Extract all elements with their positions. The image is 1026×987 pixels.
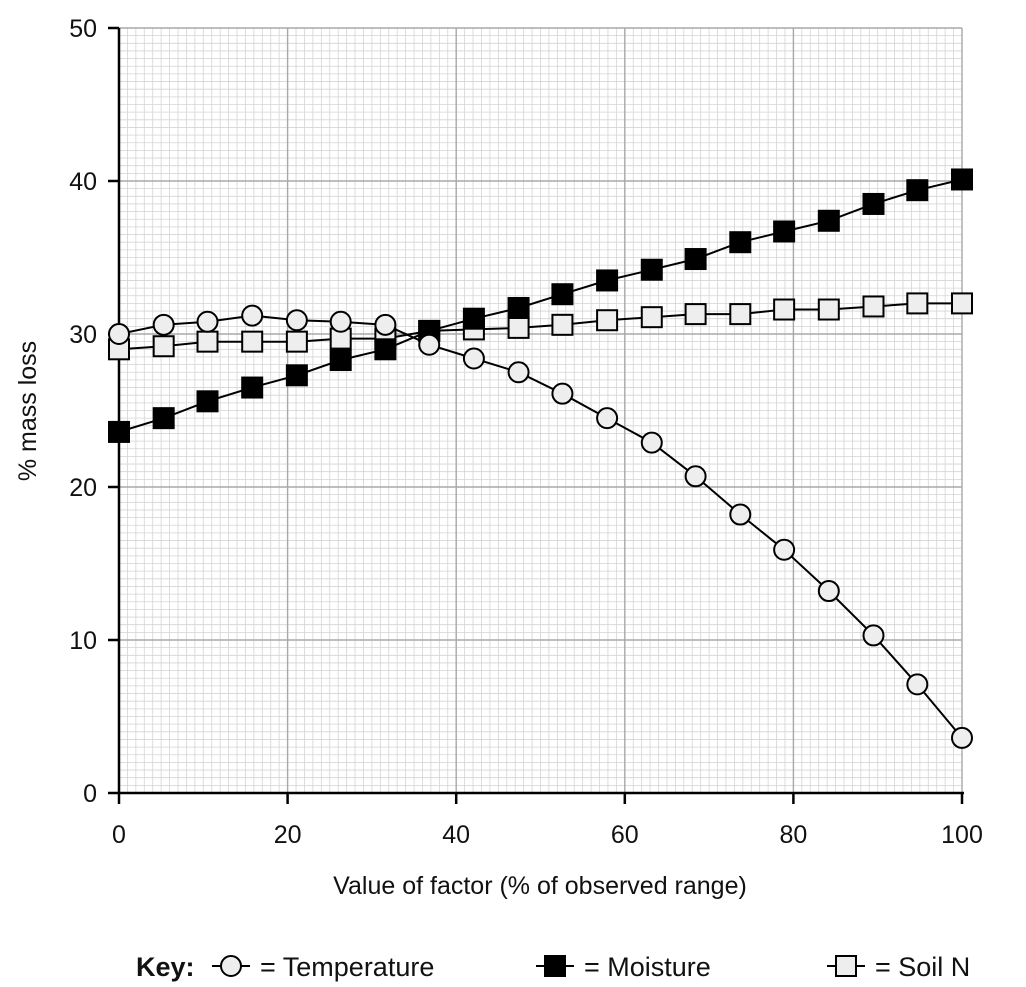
y-tick-label: 0: [83, 780, 97, 808]
data-point: [285, 330, 308, 353]
legend-label: = Temperature: [260, 952, 434, 982]
minor-grid: [118, 27, 963, 794]
data-point: [241, 376, 264, 399]
tick-labels: 0 20 40 60 80 100 0 10 20 30 40 50: [69, 15, 983, 849]
data-point: [285, 309, 308, 332]
data-point: [951, 726, 973, 749]
legend-key-title: Key:: [136, 952, 195, 982]
data-point: [906, 179, 929, 202]
data-point: [551, 313, 574, 336]
x-tick-label: 80: [779, 821, 807, 849]
axes: [108, 26, 964, 804]
data-point: [108, 323, 130, 345]
y-tick-label: 20: [69, 474, 97, 502]
data-point: [640, 258, 663, 281]
y-axis-title: % mass loss: [14, 341, 42, 481]
data-point: [817, 580, 840, 603]
legend-label: = Moisture: [584, 952, 711, 982]
y-tick-label: 50: [69, 15, 97, 43]
y-tick-label: 10: [69, 627, 97, 655]
x-tick-label: 60: [611, 821, 639, 849]
data-point: [152, 313, 175, 336]
data-point: [640, 431, 663, 454]
legend-marker: [835, 955, 857, 977]
data-point: [596, 269, 619, 292]
data-point: [862, 624, 885, 647]
legend-marker: [220, 955, 242, 977]
data-point: [152, 407, 175, 430]
data-point: [241, 330, 264, 353]
data-point: [596, 309, 619, 332]
data-point: [951, 292, 973, 315]
data-point: [773, 298, 796, 321]
data-point: [507, 361, 530, 384]
x-tick-label: 100: [941, 821, 983, 849]
y-tick-label: 40: [69, 168, 97, 196]
data-point: [862, 295, 885, 318]
data-point: [329, 310, 352, 333]
data-point: [773, 538, 796, 561]
data-point: [108, 420, 130, 443]
data-point: [507, 296, 530, 319]
data-point: [418, 333, 441, 356]
data-point: [196, 310, 219, 333]
data-point: [951, 168, 973, 191]
data-point: [684, 248, 707, 271]
data-point: [507, 316, 530, 339]
data-point: [906, 673, 929, 696]
series-0: [108, 304, 973, 749]
x-tick-label: 0: [112, 821, 126, 849]
data-point: [640, 306, 663, 329]
data-point: [729, 231, 752, 254]
data-point: [684, 303, 707, 326]
x-tick-label: 20: [274, 821, 302, 849]
legend: Key: = Temperature = Moisture = Soil N: [136, 952, 970, 982]
data-point: [196, 390, 219, 413]
data-point: [684, 465, 707, 488]
data-point: [551, 283, 574, 306]
data-point: [729, 503, 752, 526]
data-point: [241, 304, 264, 327]
legend-marker: [544, 955, 566, 977]
data-point: [551, 382, 574, 405]
data-point: [374, 338, 397, 361]
data-point: [462, 347, 485, 370]
data-point: [817, 298, 840, 321]
x-tick-label: 40: [442, 821, 470, 849]
data-point: [773, 220, 796, 243]
series-layer: [108, 168, 973, 749]
data-point: [329, 349, 352, 372]
data-point: [596, 407, 619, 430]
data-point: [196, 330, 219, 353]
y-tick-label: 30: [69, 321, 97, 349]
data-point: [462, 307, 485, 330]
data-point: [152, 335, 175, 358]
data-point: [729, 303, 752, 326]
data-point: [285, 364, 308, 387]
data-point: [906, 292, 929, 315]
data-point: [862, 192, 885, 215]
data-point: [817, 209, 840, 232]
data-point: [374, 313, 397, 336]
legend-label: = Soil N: [875, 952, 970, 982]
x-axis-title: Value of factor (% of observed range): [333, 872, 747, 900]
